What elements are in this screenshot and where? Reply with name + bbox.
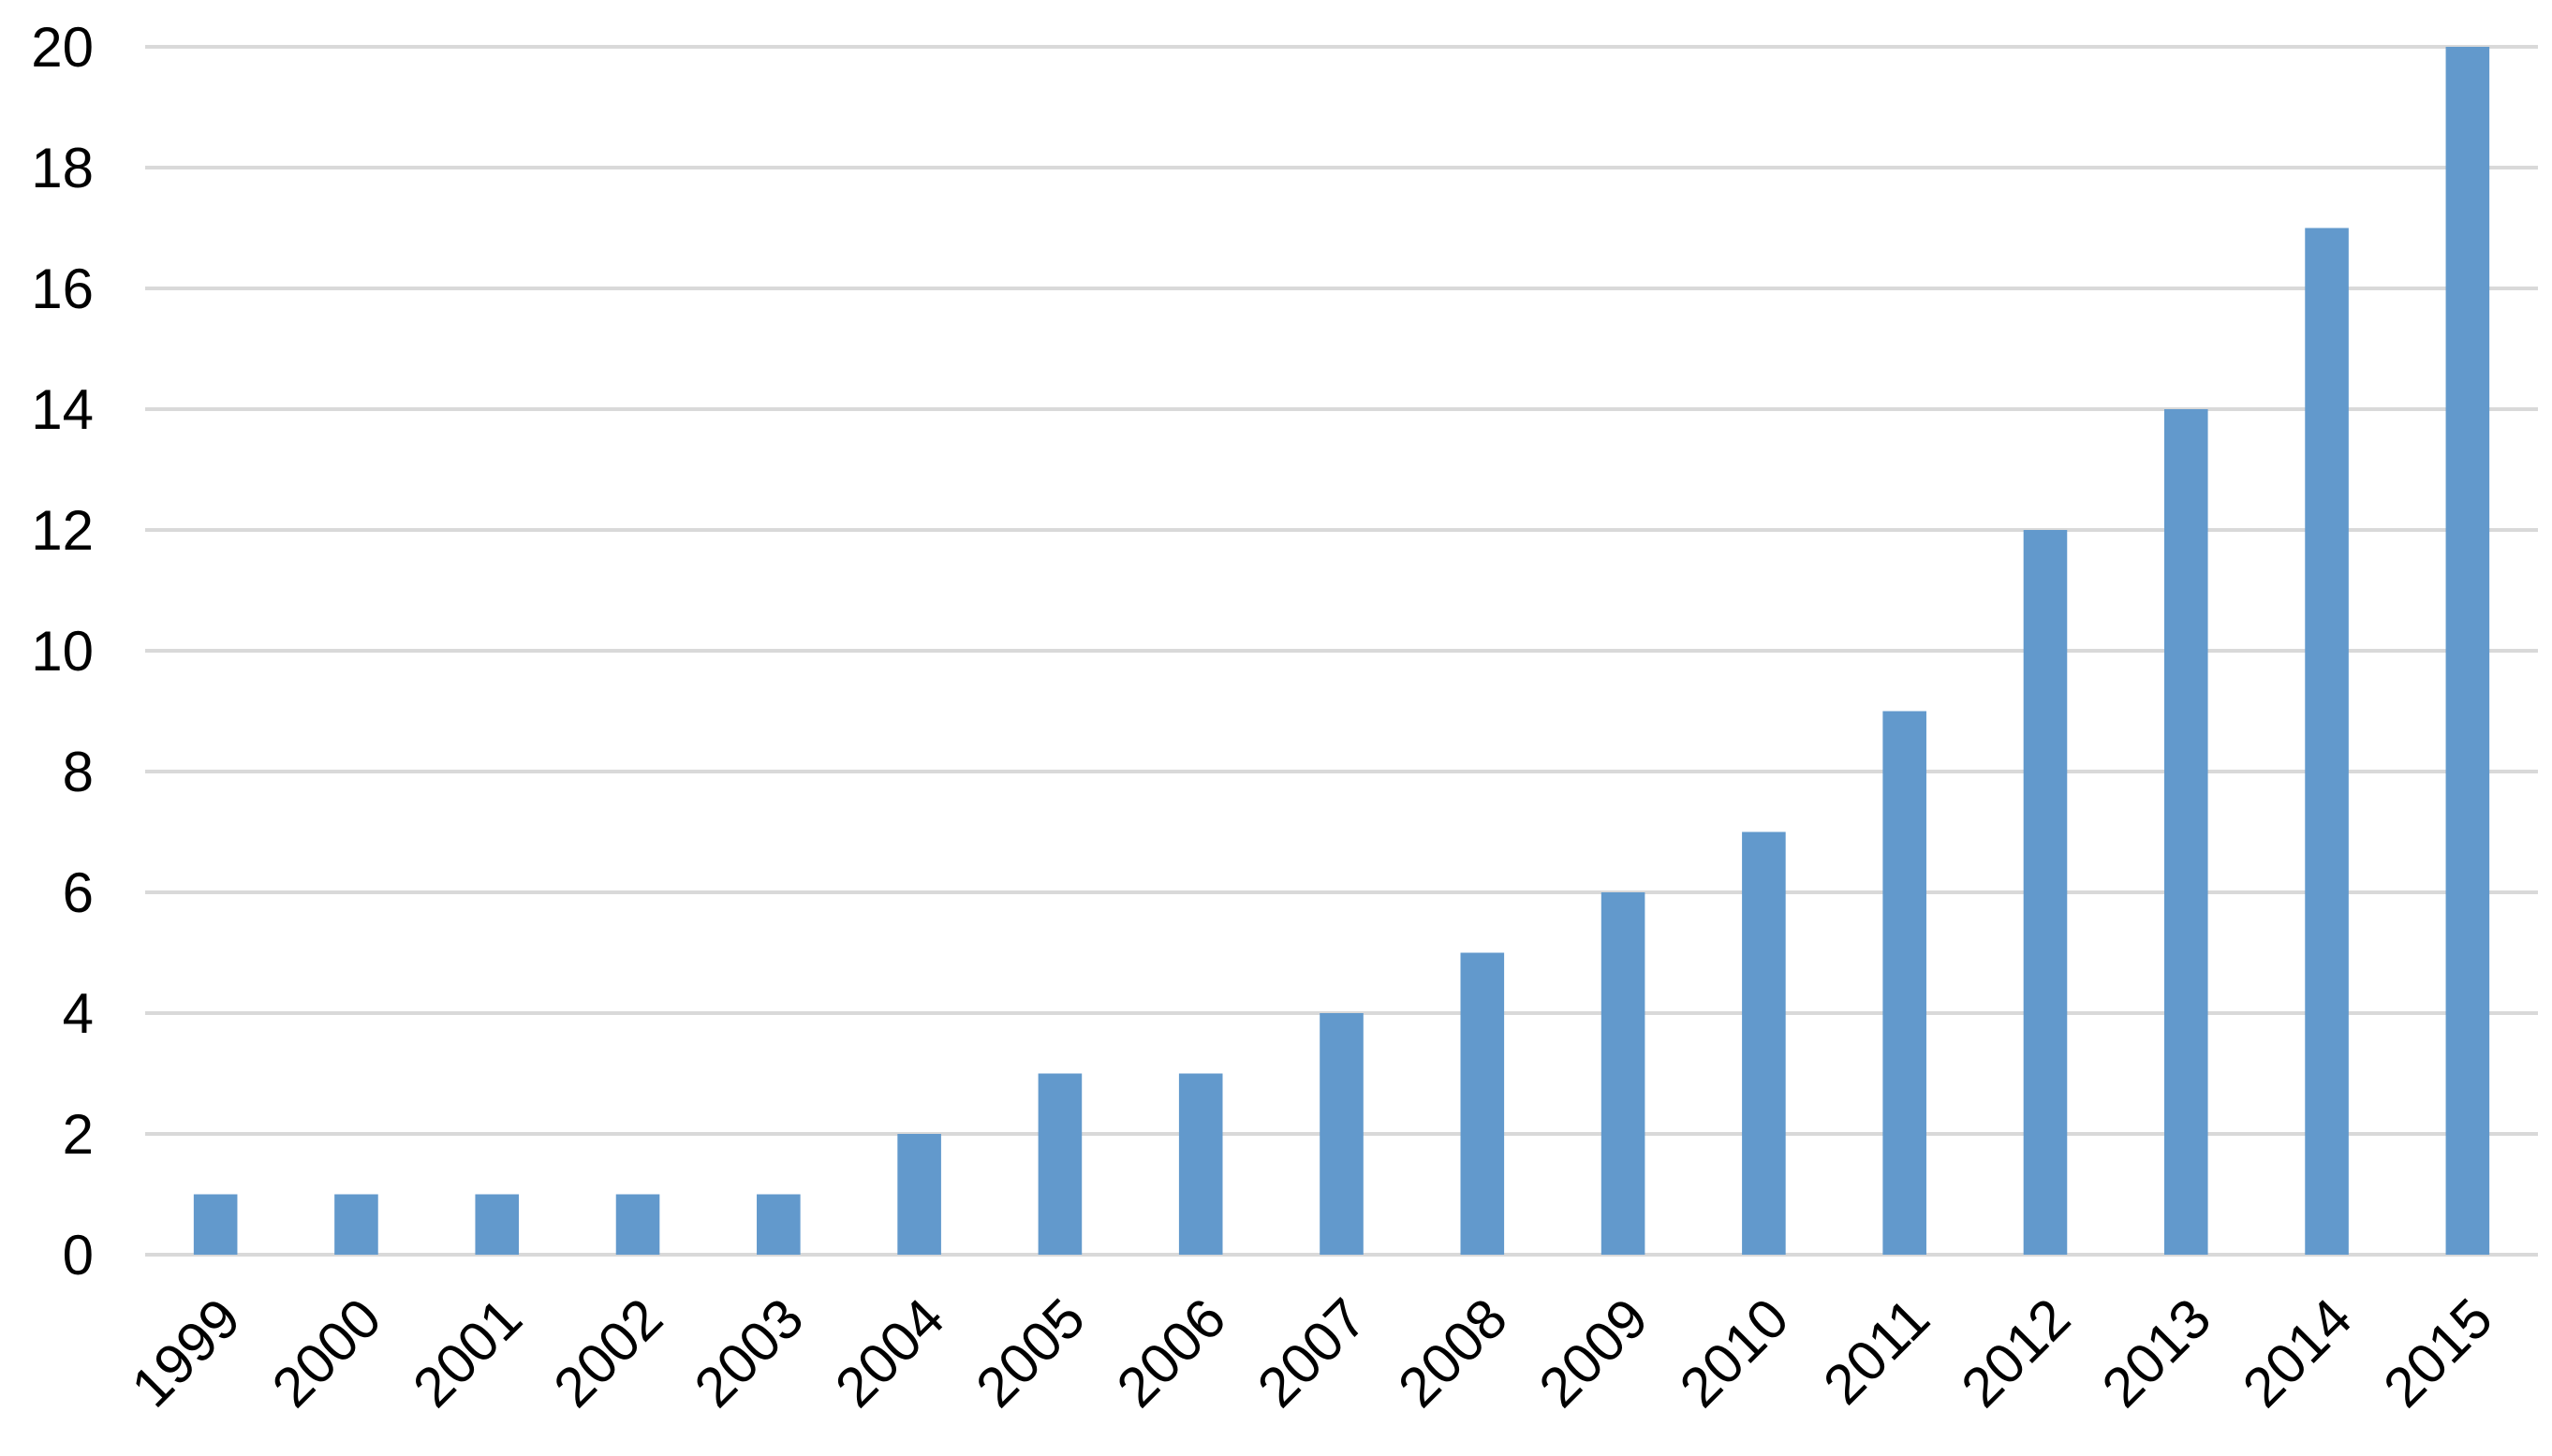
x-tick-label: 2008 <box>1386 1287 1519 1419</box>
y-tick-label: 18 <box>31 137 94 199</box>
bar <box>2305 228 2349 1255</box>
bar <box>615 1194 660 1255</box>
bar <box>193 1194 238 1255</box>
bar <box>1320 1013 1364 1255</box>
x-tick-label: 2011 <box>1811 1287 1941 1417</box>
x-tick-label: 2000 <box>260 1287 393 1419</box>
y-tick-label: 6 <box>63 861 94 924</box>
y-tick-label: 2 <box>63 1103 94 1166</box>
y-tick-label: 10 <box>31 620 94 683</box>
x-tick-label: 2012 <box>1949 1287 2082 1419</box>
y-axis: 0 2 4 6 8 10 12 14 16 18 20 <box>31 16 94 1287</box>
x-tick-label: 2009 <box>1527 1287 1660 1419</box>
x-tick-label: 1999 <box>120 1287 253 1419</box>
gridlines <box>145 45 2538 1257</box>
x-tick-label: 2003 <box>683 1287 816 1419</box>
bar <box>757 1194 801 1255</box>
x-tick-label: 2013 <box>2090 1287 2223 1419</box>
bar <box>1038 1073 1083 1255</box>
x-tick-label: 2004 <box>823 1287 956 1419</box>
bar <box>1601 892 1645 1255</box>
bar <box>1178 1073 1223 1255</box>
x-tick-label: 2007 <box>1246 1287 1379 1419</box>
bar <box>475 1194 520 1255</box>
x-tick-label: 2002 <box>541 1287 674 1419</box>
bar <box>897 1134 941 1255</box>
y-tick-label: 12 <box>31 499 94 562</box>
x-tick-label: 2001 <box>401 1287 534 1419</box>
y-tick-label: 20 <box>31 16 94 79</box>
x-tick-label: 2006 <box>1105 1287 1238 1419</box>
y-tick-label: 8 <box>63 741 94 803</box>
bar <box>1882 711 1926 1255</box>
y-tick-label: 0 <box>63 1224 94 1287</box>
bars <box>193 47 2490 1255</box>
bar <box>2023 530 2068 1255</box>
x-tick-label: 2014 <box>2231 1287 2364 1419</box>
bar <box>1742 831 1786 1255</box>
y-tick-label: 16 <box>31 257 94 320</box>
y-tick-label: 4 <box>63 982 94 1045</box>
bar <box>1460 952 1505 1255</box>
x-tick-label: 2015 <box>2371 1287 2504 1419</box>
x-tick-label: 2010 <box>1668 1287 1801 1419</box>
bar <box>2163 409 2208 1255</box>
bar <box>334 1194 378 1255</box>
x-axis: 1999 2000 2001 2002 2003 2004 2005 2006 2007 2008… <box>120 1287 2504 1419</box>
x-tick-label: 2005 <box>964 1287 1097 1419</box>
bar <box>2445 47 2490 1255</box>
y-tick-label: 14 <box>31 378 94 441</box>
